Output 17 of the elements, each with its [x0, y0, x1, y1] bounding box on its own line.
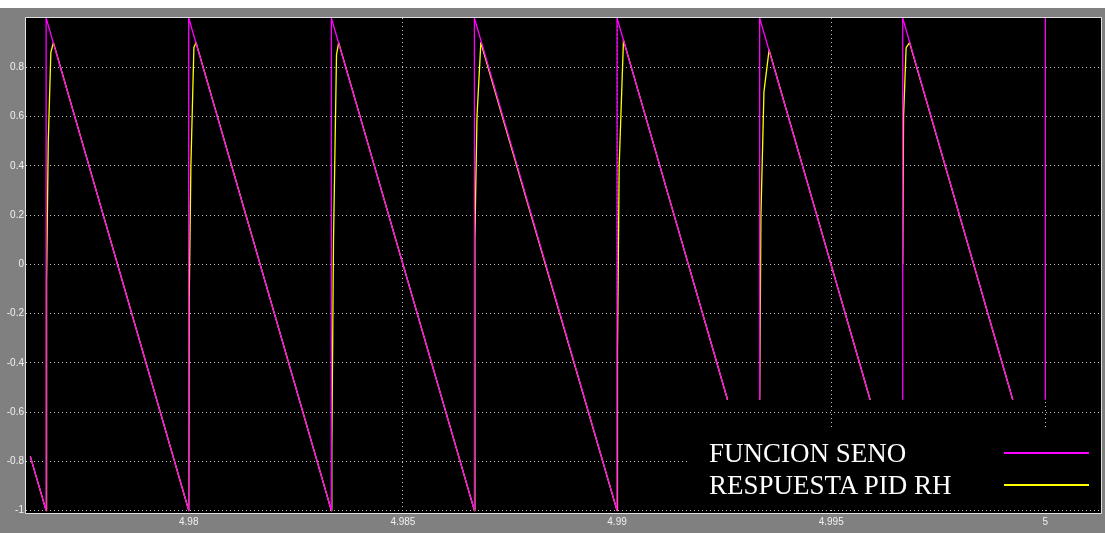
y-tick-label: 0.8 — [10, 61, 25, 72]
y-tick-label: -0.4 — [6, 356, 25, 368]
x-tick-label: 4.995 — [818, 515, 845, 527]
y-tick-label: -0.2 — [6, 307, 25, 319]
legend-label: RESPUESTA PID RH — [709, 469, 953, 501]
y-tick-label: 0.6 — [10, 110, 25, 122]
x-tick-label: 4.99 — [607, 515, 628, 527]
y-tick-label: -0.8 — [6, 455, 25, 467]
series-label: FUNCION SENO — [709, 437, 908, 469]
y-tick-label: 0 — [18, 258, 25, 270]
x-tick-label: 4.98 — [179, 515, 199, 527]
y-tick-label: 0.2 — [10, 208, 25, 220]
y-tick-label: -0.6 — [6, 405, 25, 417]
y-tick-label: 0.4 — [10, 159, 25, 171]
x-tick-label: 4.985 — [390, 515, 416, 527]
x-tick-label: 5 — [1042, 515, 1049, 527]
y-tick-label: -1 — [15, 504, 25, 516]
